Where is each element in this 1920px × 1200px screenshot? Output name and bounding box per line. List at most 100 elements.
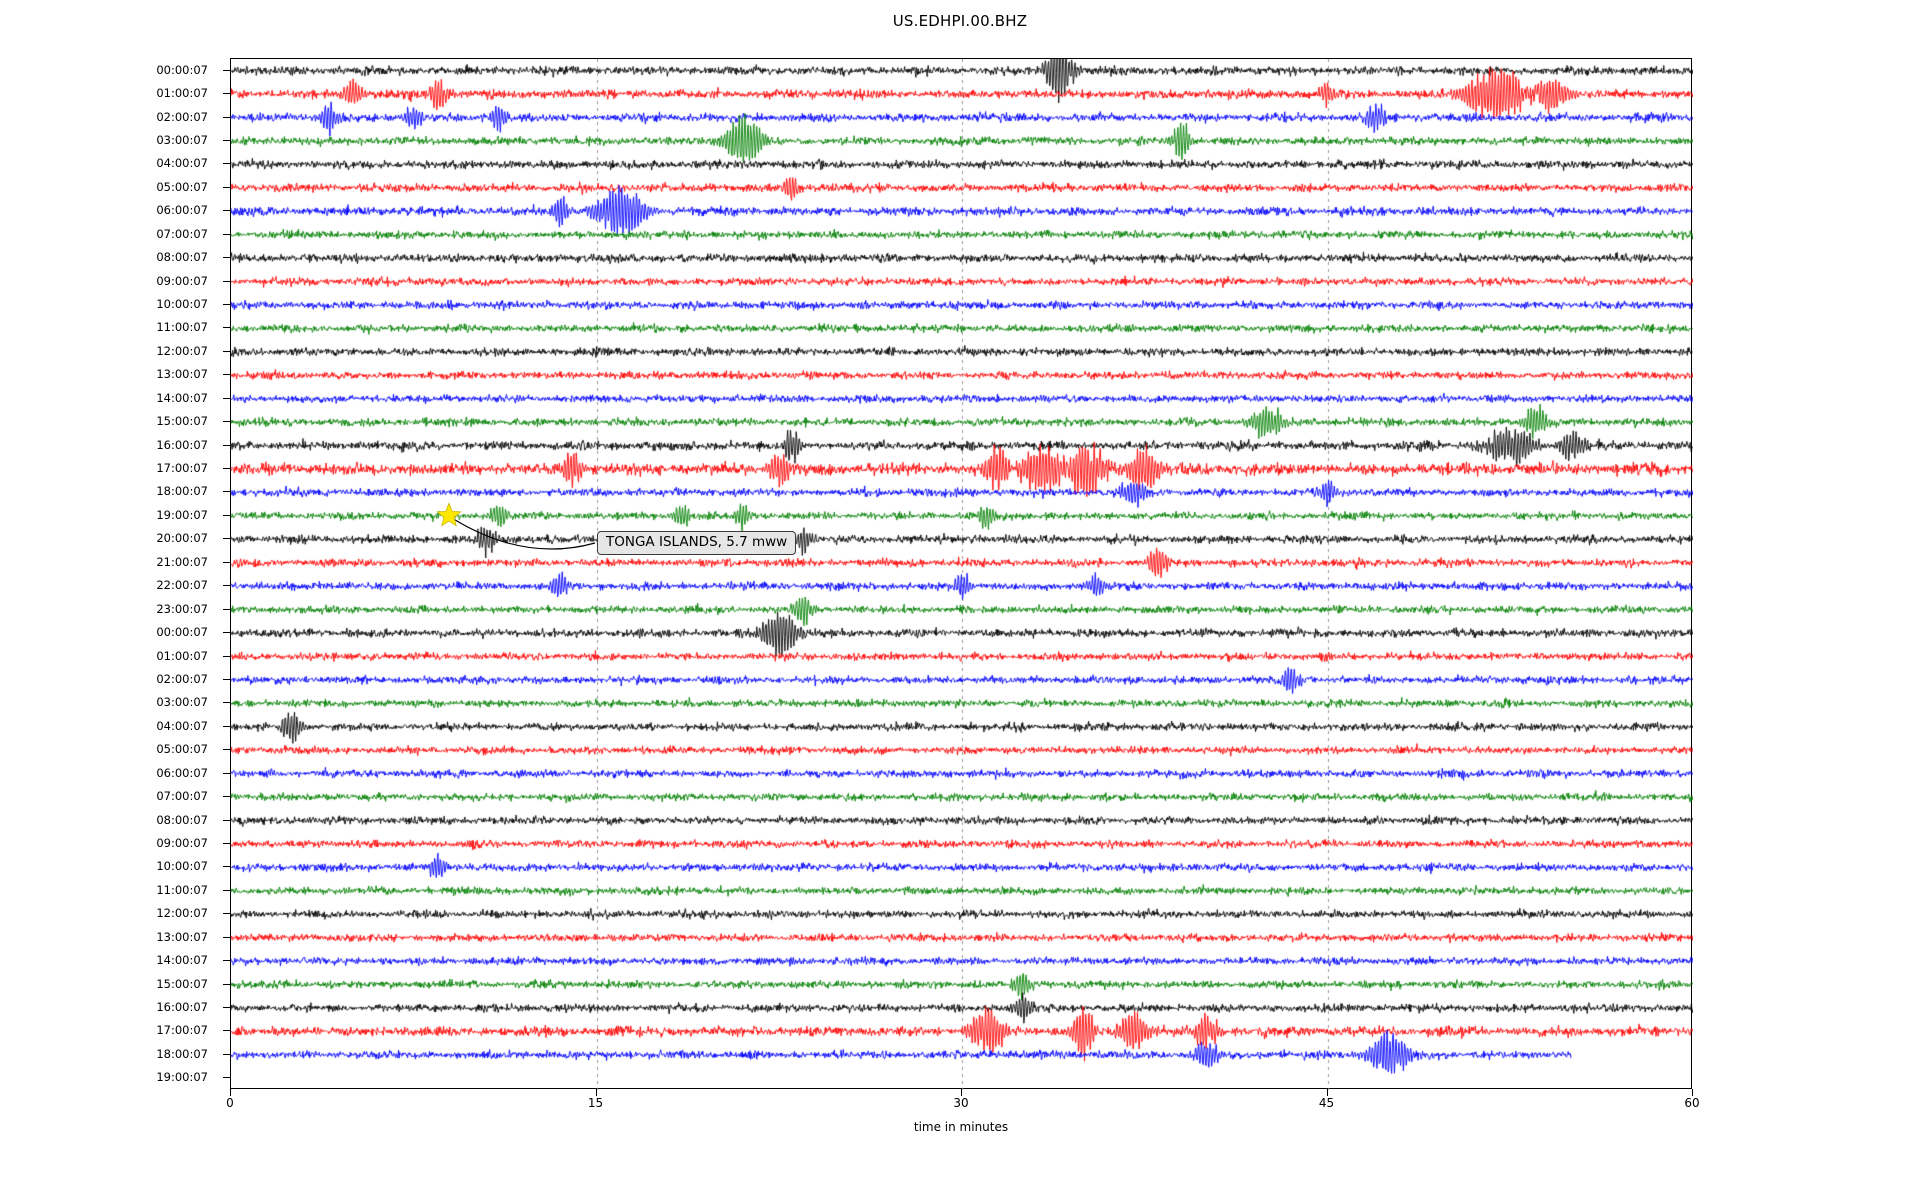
y-tick-label: 06:00:07 xyxy=(156,203,208,218)
x-tick-label: 15 xyxy=(587,1096,604,1110)
y-tick-label: 16:00:07 xyxy=(156,437,208,452)
y-tick-mark xyxy=(223,1077,230,1079)
y-tick-label: 12:00:07 xyxy=(156,906,208,921)
y-tick-label: 17:00:07 xyxy=(156,1023,208,1038)
y-tick-mark xyxy=(223,889,230,891)
y-tick-label: 00:00:07 xyxy=(156,625,208,640)
y-tick-mark xyxy=(223,327,230,329)
y-tick-label: 03:00:07 xyxy=(156,133,208,147)
y-tick-mark xyxy=(223,1006,230,1008)
x-axis-title: time in minutes xyxy=(913,1120,1009,1134)
y-tick-label: 12:00:07 xyxy=(156,343,208,358)
x-tick-mark xyxy=(595,1089,597,1096)
y-tick-mark xyxy=(223,1030,230,1032)
y-tick-mark xyxy=(223,960,230,962)
y-tick-mark xyxy=(223,514,230,516)
y-tick-label: 15:00:07 xyxy=(156,976,208,991)
y-tick-mark xyxy=(223,116,230,118)
y-tick-mark xyxy=(223,819,230,821)
y-tick-mark xyxy=(223,772,230,774)
y-tick-label: 14:00:07 xyxy=(156,390,208,405)
y-tick-label: 18:00:07 xyxy=(156,1046,208,1061)
y-tick-mark xyxy=(223,561,230,563)
y-tick-label: 20:00:07 xyxy=(156,531,208,546)
x-tick-mark xyxy=(230,1089,231,1096)
y-tick-mark xyxy=(223,93,230,95)
y-axis-tick-labels: 00:00:07 01:00:07 02:00:07 03:00:07 04:00:07… xyxy=(0,58,230,1089)
x-tick-mark xyxy=(1692,1089,1693,1096)
y-tick-mark xyxy=(223,655,230,657)
y-tick-mark xyxy=(223,140,230,141)
y-tick-mark xyxy=(223,913,230,915)
y-tick-mark xyxy=(223,1053,230,1055)
y-tick-label: 06:00:07 xyxy=(156,765,208,780)
y-tick-label: 00:00:07 xyxy=(156,62,208,77)
y-tick-label: 07:00:07 xyxy=(156,226,208,241)
y-tick-mark xyxy=(223,725,230,727)
x-tick-label: 0 xyxy=(226,1096,234,1110)
y-tick-mark xyxy=(223,350,230,352)
y-tick-mark xyxy=(223,866,230,868)
y-tick-label: 13:00:07 xyxy=(156,929,208,944)
y-tick-mark xyxy=(223,678,230,680)
x-tick-label: 60 xyxy=(1684,1096,1700,1110)
y-tick-label: 09:00:07 xyxy=(156,835,208,850)
y-tick-mark xyxy=(223,749,230,751)
y-tick-label: 22:00:07 xyxy=(156,578,208,593)
y-tick-mark xyxy=(223,257,230,259)
y-tick-mark xyxy=(223,936,230,938)
y-tick-mark xyxy=(223,585,230,587)
y-tick-label: 01:00:07 xyxy=(156,648,208,663)
y-tick-mark xyxy=(223,796,230,798)
y-tick-label: 10:00:07 xyxy=(156,297,208,312)
y-tick-mark xyxy=(223,304,230,306)
y-tick-mark xyxy=(223,538,230,540)
y-tick-label: 05:00:07 xyxy=(156,179,208,194)
y-tick-mark xyxy=(223,69,230,71)
y-tick-label: 02:00:07 xyxy=(156,109,208,124)
y-tick-label: 13:00:07 xyxy=(156,367,208,382)
x-tick-mark xyxy=(1326,1089,1328,1096)
y-tick-label: 18:00:07 xyxy=(156,484,208,499)
y-tick-label: 17:00:07 xyxy=(156,461,208,476)
y-tick-mark xyxy=(223,491,230,493)
y-tick-label: 08:00:07 xyxy=(156,250,208,265)
y-tick-mark xyxy=(223,702,230,704)
y-tick-mark xyxy=(223,444,230,446)
y-tick-label: 05:00:07 xyxy=(156,742,208,757)
y-tick-label: 10:00:07 xyxy=(156,859,208,874)
x-tick-label: 30 xyxy=(953,1096,969,1110)
y-tick-label: 14:00:07 xyxy=(156,953,208,968)
y-tick-label: 03:00:07 xyxy=(156,695,208,710)
y-tick-mark xyxy=(223,632,230,634)
y-tick-mark xyxy=(223,163,230,165)
y-tick-label: 21:00:07 xyxy=(156,554,208,569)
y-tick-label: 19:00:07 xyxy=(156,507,208,522)
x-tick-label: 45 xyxy=(1318,1096,1335,1110)
y-tick-label: 07:00:07 xyxy=(156,789,208,804)
page-title: US.EDHPI.00.BHZ xyxy=(892,12,1028,30)
y-tick-label: 11:00:07 xyxy=(156,882,208,897)
plot-axes xyxy=(230,58,1693,1090)
y-tick-mark xyxy=(223,210,230,212)
y-tick-mark xyxy=(223,842,230,844)
event-annotation-label: TONGA ISLANDS, 5.7 mww xyxy=(597,531,797,555)
y-tick-label: 23:00:07 xyxy=(156,601,208,616)
y-tick-label: 04:00:07 xyxy=(156,156,208,171)
y-tick-label: 01:00:07 xyxy=(156,86,208,101)
y-tick-mark xyxy=(223,468,230,470)
y-tick-mark xyxy=(223,233,230,235)
x-tick-mark xyxy=(961,1089,962,1096)
y-tick-mark xyxy=(223,374,230,376)
y-tick-mark xyxy=(223,983,230,985)
y-tick-mark xyxy=(223,608,230,610)
y-tick-label: 04:00:07 xyxy=(156,718,208,733)
y-tick-label: 09:00:07 xyxy=(156,273,208,288)
y-tick-label: 16:00:07 xyxy=(156,999,208,1014)
star-marker-icon xyxy=(436,502,462,527)
seismic-trace-canvas xyxy=(231,59,1693,1090)
y-tick-label: 08:00:07 xyxy=(156,812,208,827)
y-tick-label: 02:00:07 xyxy=(156,671,208,686)
y-tick-label: 11:00:07 xyxy=(156,320,208,335)
